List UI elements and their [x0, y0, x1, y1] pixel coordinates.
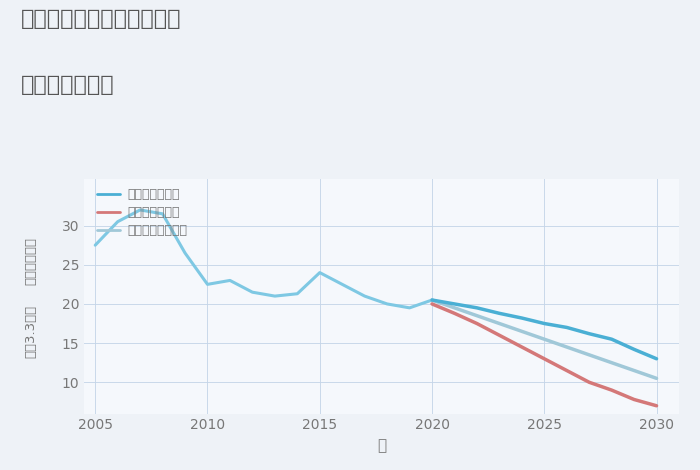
バッドシナリオ [585, 379, 594, 385]
バッドシナリオ [563, 368, 571, 373]
グッドシナリオ [652, 356, 661, 361]
グッドシナリオ [630, 346, 638, 352]
グッドシナリオ [563, 325, 571, 330]
Text: 土地の価格推移: 土地の価格推移 [21, 75, 115, 95]
バッドシナリオ [652, 403, 661, 408]
ノーマルシナリオ [517, 329, 526, 334]
グッドシナリオ [473, 305, 481, 311]
バッドシナリオ [473, 321, 481, 326]
Text: 坪（3.3㎡）: 坪（3.3㎡） [24, 305, 37, 358]
グッドシナリオ [517, 315, 526, 321]
Text: 奈良県磯城郡三宅町但馬の: 奈良県磯城郡三宅町但馬の [21, 9, 181, 30]
バッドシナリオ [630, 397, 638, 402]
Legend: グッドシナリオ, バッドシナリオ, ノーマルシナリオ: グッドシナリオ, バッドシナリオ, ノーマルシナリオ [92, 183, 192, 243]
ノーマルシナリオ [495, 321, 503, 326]
バッドシナリオ [428, 301, 436, 307]
ノーマルシナリオ [585, 352, 594, 358]
Line: グッドシナリオ: グッドシナリオ [432, 300, 657, 359]
バッドシナリオ [517, 344, 526, 350]
バッドシナリオ [450, 311, 459, 316]
グッドシナリオ [428, 297, 436, 303]
Text: 単価（万円）: 単価（万円） [24, 237, 37, 285]
ノーマルシナリオ [540, 337, 549, 342]
Line: バッドシナリオ: バッドシナリオ [432, 304, 657, 406]
グッドシナリオ [608, 337, 616, 342]
バッドシナリオ [540, 356, 549, 361]
バッドシナリオ [608, 387, 616, 393]
グッドシナリオ [585, 331, 594, 337]
バッドシナリオ [495, 332, 503, 338]
グッドシナリオ [495, 311, 503, 316]
ノーマルシナリオ [428, 297, 436, 303]
ノーマルシナリオ [473, 313, 481, 319]
ノーマルシナリオ [652, 376, 661, 381]
グッドシナリオ [540, 321, 549, 326]
ノーマルシナリオ [630, 368, 638, 373]
グッドシナリオ [450, 301, 459, 307]
ノーマルシナリオ [563, 344, 571, 350]
ノーマルシナリオ [450, 305, 459, 311]
X-axis label: 年: 年 [377, 438, 386, 453]
Line: ノーマルシナリオ: ノーマルシナリオ [432, 300, 657, 378]
ノーマルシナリオ [608, 360, 616, 366]
